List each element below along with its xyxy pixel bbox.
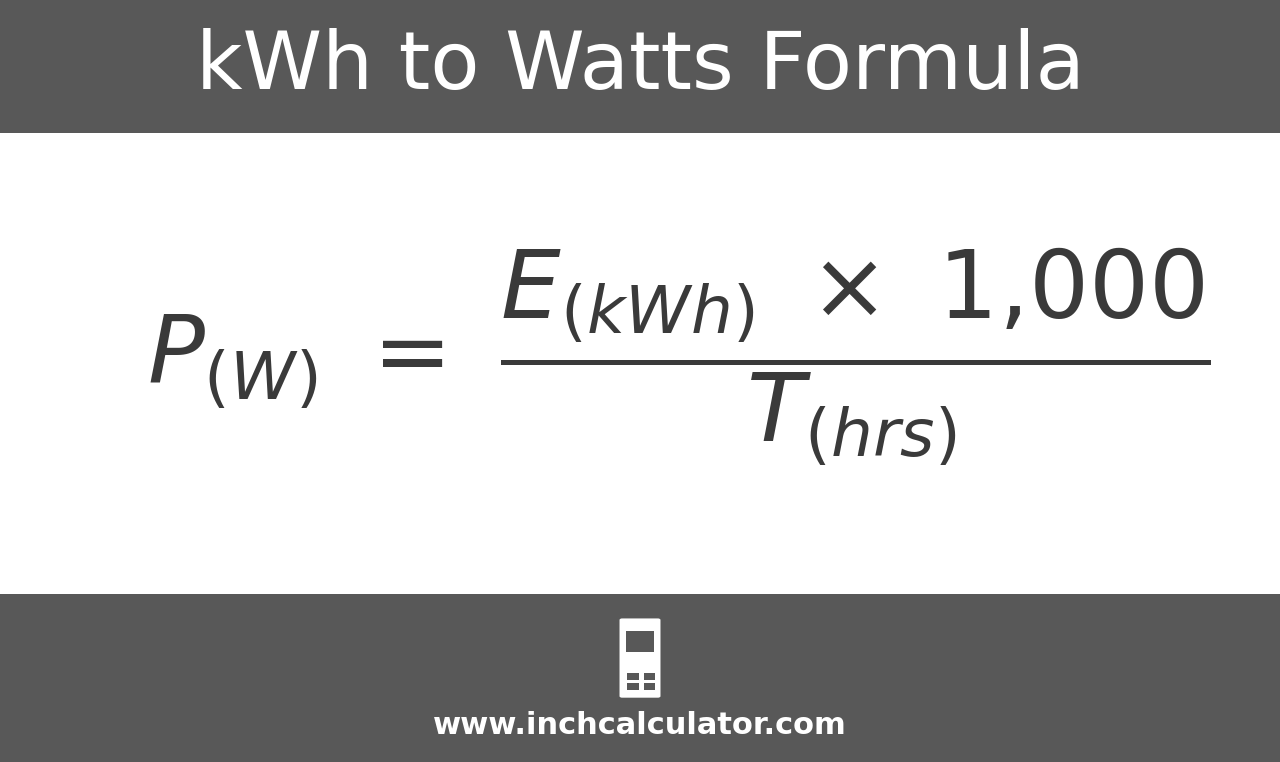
Bar — [0, 133, 1280, 594]
Text: www.inchcalculator.com: www.inchcalculator.com — [433, 711, 847, 740]
Text: kWh to Watts Formula: kWh to Watts Formula — [196, 27, 1084, 106]
Text: $\mathit{P}_{(\mathit{W})}\ =\ \dfrac{\mathit{E}_{(\mathit{kWh})}\ \times\ 1{,}0: $\mathit{P}_{(\mathit{W})}\ =\ \dfrac{\m… — [147, 245, 1210, 468]
Bar — [644, 674, 655, 680]
Bar — [0, 0, 1280, 133]
FancyBboxPatch shape — [620, 619, 660, 698]
Bar — [627, 674, 639, 680]
Bar — [627, 684, 639, 690]
Bar — [644, 684, 655, 690]
Bar — [626, 631, 654, 652]
Bar — [0, 594, 1280, 762]
